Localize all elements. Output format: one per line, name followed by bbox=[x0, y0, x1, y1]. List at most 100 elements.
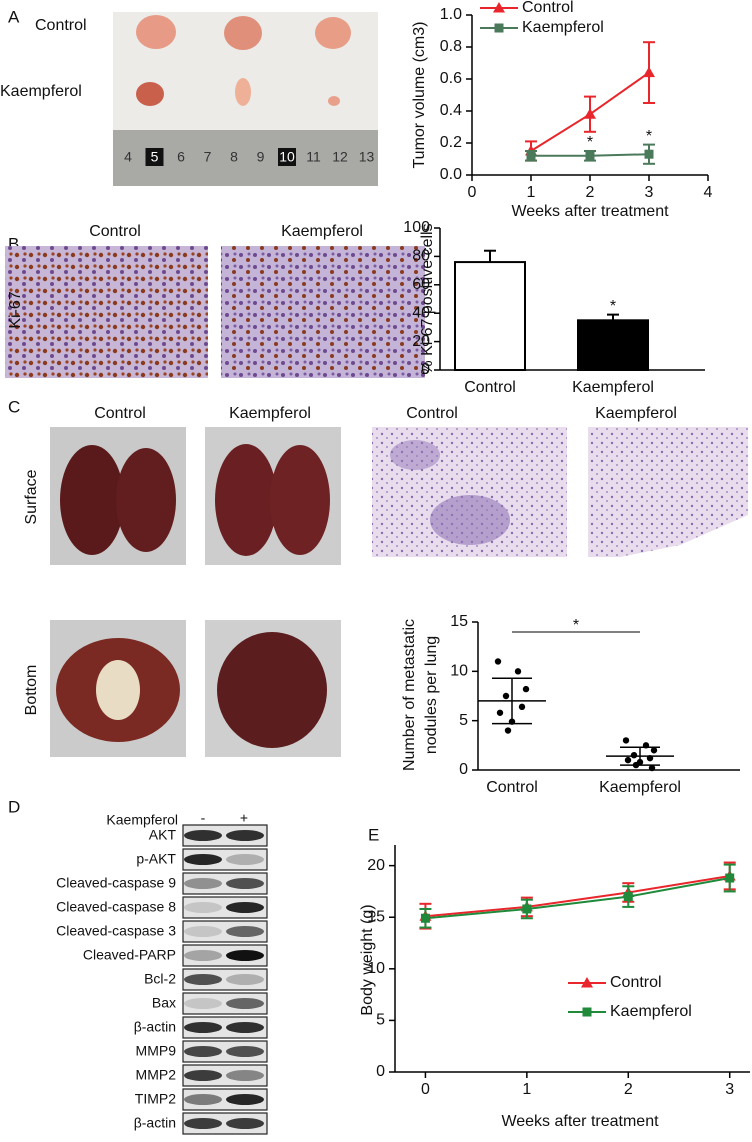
ruler-scale: 4 5 6 7 8 9 10 11 12 13 bbox=[124, 148, 374, 166]
band bbox=[184, 878, 222, 889]
micrograph bbox=[221, 246, 425, 378]
ruler-number: 5 bbox=[151, 149, 159, 165]
protein-label: β-actin bbox=[134, 1019, 176, 1035]
bar bbox=[454, 261, 526, 371]
protein-label: AKT bbox=[149, 827, 177, 843]
marker bbox=[584, 108, 596, 119]
row-label: Control bbox=[35, 17, 87, 34]
protein-label: β-actin bbox=[134, 1115, 176, 1131]
ruler-box bbox=[145, 148, 164, 166]
x-axis-label: Weeks after treatment bbox=[501, 1113, 659, 1130]
y-tick-label: 100 bbox=[403, 219, 430, 236]
y-tick-label: 0.8 bbox=[440, 38, 462, 55]
ruler-number: 8 bbox=[230, 149, 238, 165]
y-tick-label: 60 bbox=[412, 276, 430, 293]
band bbox=[184, 1094, 222, 1105]
y-axis-label: Number of metastatic bbox=[401, 619, 418, 771]
band bbox=[226, 878, 264, 889]
band bbox=[226, 1022, 264, 1033]
x-tick-label: 2 bbox=[624, 1081, 633, 1098]
legend-marker bbox=[582, 1007, 592, 1017]
band bbox=[184, 1046, 222, 1057]
y-tick-label: 0 bbox=[459, 761, 468, 778]
y-tick-label: 0.2 bbox=[440, 134, 462, 151]
ruler-number: 4 bbox=[124, 149, 132, 165]
lung-photo bbox=[50, 427, 186, 565]
panel-letter: C bbox=[8, 397, 20, 416]
western-blot: AKT p-AKT Cleaved-caspase 9 Cleaved-caspase… bbox=[56, 824, 268, 1135]
y-tick-label: 0 bbox=[376, 1063, 385, 1080]
y-axis-label: nodules per lung bbox=[423, 636, 440, 754]
row-label: Bottom bbox=[23, 665, 40, 716]
legend-label: Kaempferol bbox=[610, 1003, 692, 1020]
y-tick-label: 20 bbox=[412, 333, 430, 350]
band bbox=[226, 1070, 264, 1081]
panel-letter: B bbox=[8, 234, 19, 253]
x-tick-label: Control bbox=[486, 779, 538, 796]
legend-marker bbox=[494, 23, 504, 33]
marker bbox=[526, 151, 536, 161]
point bbox=[504, 727, 512, 734]
ruler-number: 13 bbox=[359, 149, 375, 165]
x-tick-label: 0 bbox=[468, 184, 477, 201]
column-label: Kaempferol bbox=[281, 223, 363, 240]
point bbox=[624, 756, 632, 764]
tumor bbox=[328, 96, 340, 106]
band bbox=[226, 950, 264, 961]
annotation: * bbox=[587, 134, 593, 151]
band bbox=[226, 1094, 264, 1105]
protein-label: p-AKT bbox=[136, 851, 176, 867]
point bbox=[514, 668, 522, 675]
protein-label: MMP2 bbox=[136, 1067, 177, 1083]
x-tick-label: 4 bbox=[704, 184, 713, 201]
x-tick-label: 1 bbox=[522, 1081, 531, 1098]
marker bbox=[522, 904, 532, 914]
point bbox=[496, 709, 504, 716]
y-tick-label: 5 bbox=[459, 712, 468, 729]
tumor bbox=[224, 16, 262, 50]
lung-photo bbox=[50, 620, 186, 757]
band bbox=[226, 1118, 264, 1129]
column-label: Kaempferol bbox=[229, 405, 311, 422]
line bbox=[425, 877, 730, 920]
y-tick-label: 0 bbox=[421, 361, 430, 378]
legend-marker bbox=[581, 977, 593, 988]
tumor bbox=[315, 17, 351, 49]
legend-label: Control bbox=[610, 974, 662, 991]
ruler-box bbox=[278, 148, 296, 166]
x-tick-label: 2 bbox=[586, 184, 595, 201]
y-tick-label: 1.0 bbox=[440, 6, 462, 23]
y-tick-label: 10 bbox=[367, 960, 385, 977]
protein-label: Cleaved-caspase 8 bbox=[56, 899, 176, 915]
x-tick-label: 0 bbox=[421, 1081, 430, 1098]
y-tick-label: 40 bbox=[412, 304, 430, 321]
column-label: Control bbox=[406, 405, 458, 422]
protein-label: Cleaved-PARP bbox=[83, 947, 176, 963]
tumor bbox=[136, 15, 176, 49]
point bbox=[522, 685, 530, 693]
protein-label: MMP9 bbox=[136, 1043, 177, 1059]
x-tick-label: Control bbox=[464, 379, 516, 396]
band bbox=[184, 830, 222, 841]
ruler-number: 10 bbox=[279, 149, 295, 165]
legend-label: Kaempferol bbox=[522, 19, 604, 36]
y-tick-label: 15 bbox=[367, 908, 385, 925]
ruler-number: 9 bbox=[257, 149, 265, 165]
row-label: Kaempferol bbox=[0, 83, 82, 100]
annotation: * bbox=[646, 128, 652, 145]
y-tick-label: 80 bbox=[412, 248, 430, 265]
nodule bbox=[390, 440, 440, 470]
y-tick-label: 20 bbox=[367, 857, 385, 874]
band bbox=[226, 974, 264, 985]
point bbox=[648, 764, 656, 772]
lane-label: + bbox=[240, 810, 248, 826]
x-tick-label: 3 bbox=[725, 1081, 734, 1098]
protein-label: Cleaved-caspase 9 bbox=[56, 875, 176, 891]
nodule bbox=[430, 495, 510, 545]
marker bbox=[585, 151, 595, 161]
protein-label: Cleaved-caspase 3 bbox=[56, 923, 176, 939]
column-label: Control bbox=[89, 223, 141, 240]
band bbox=[184, 974, 222, 985]
lung-photo bbox=[205, 427, 341, 565]
